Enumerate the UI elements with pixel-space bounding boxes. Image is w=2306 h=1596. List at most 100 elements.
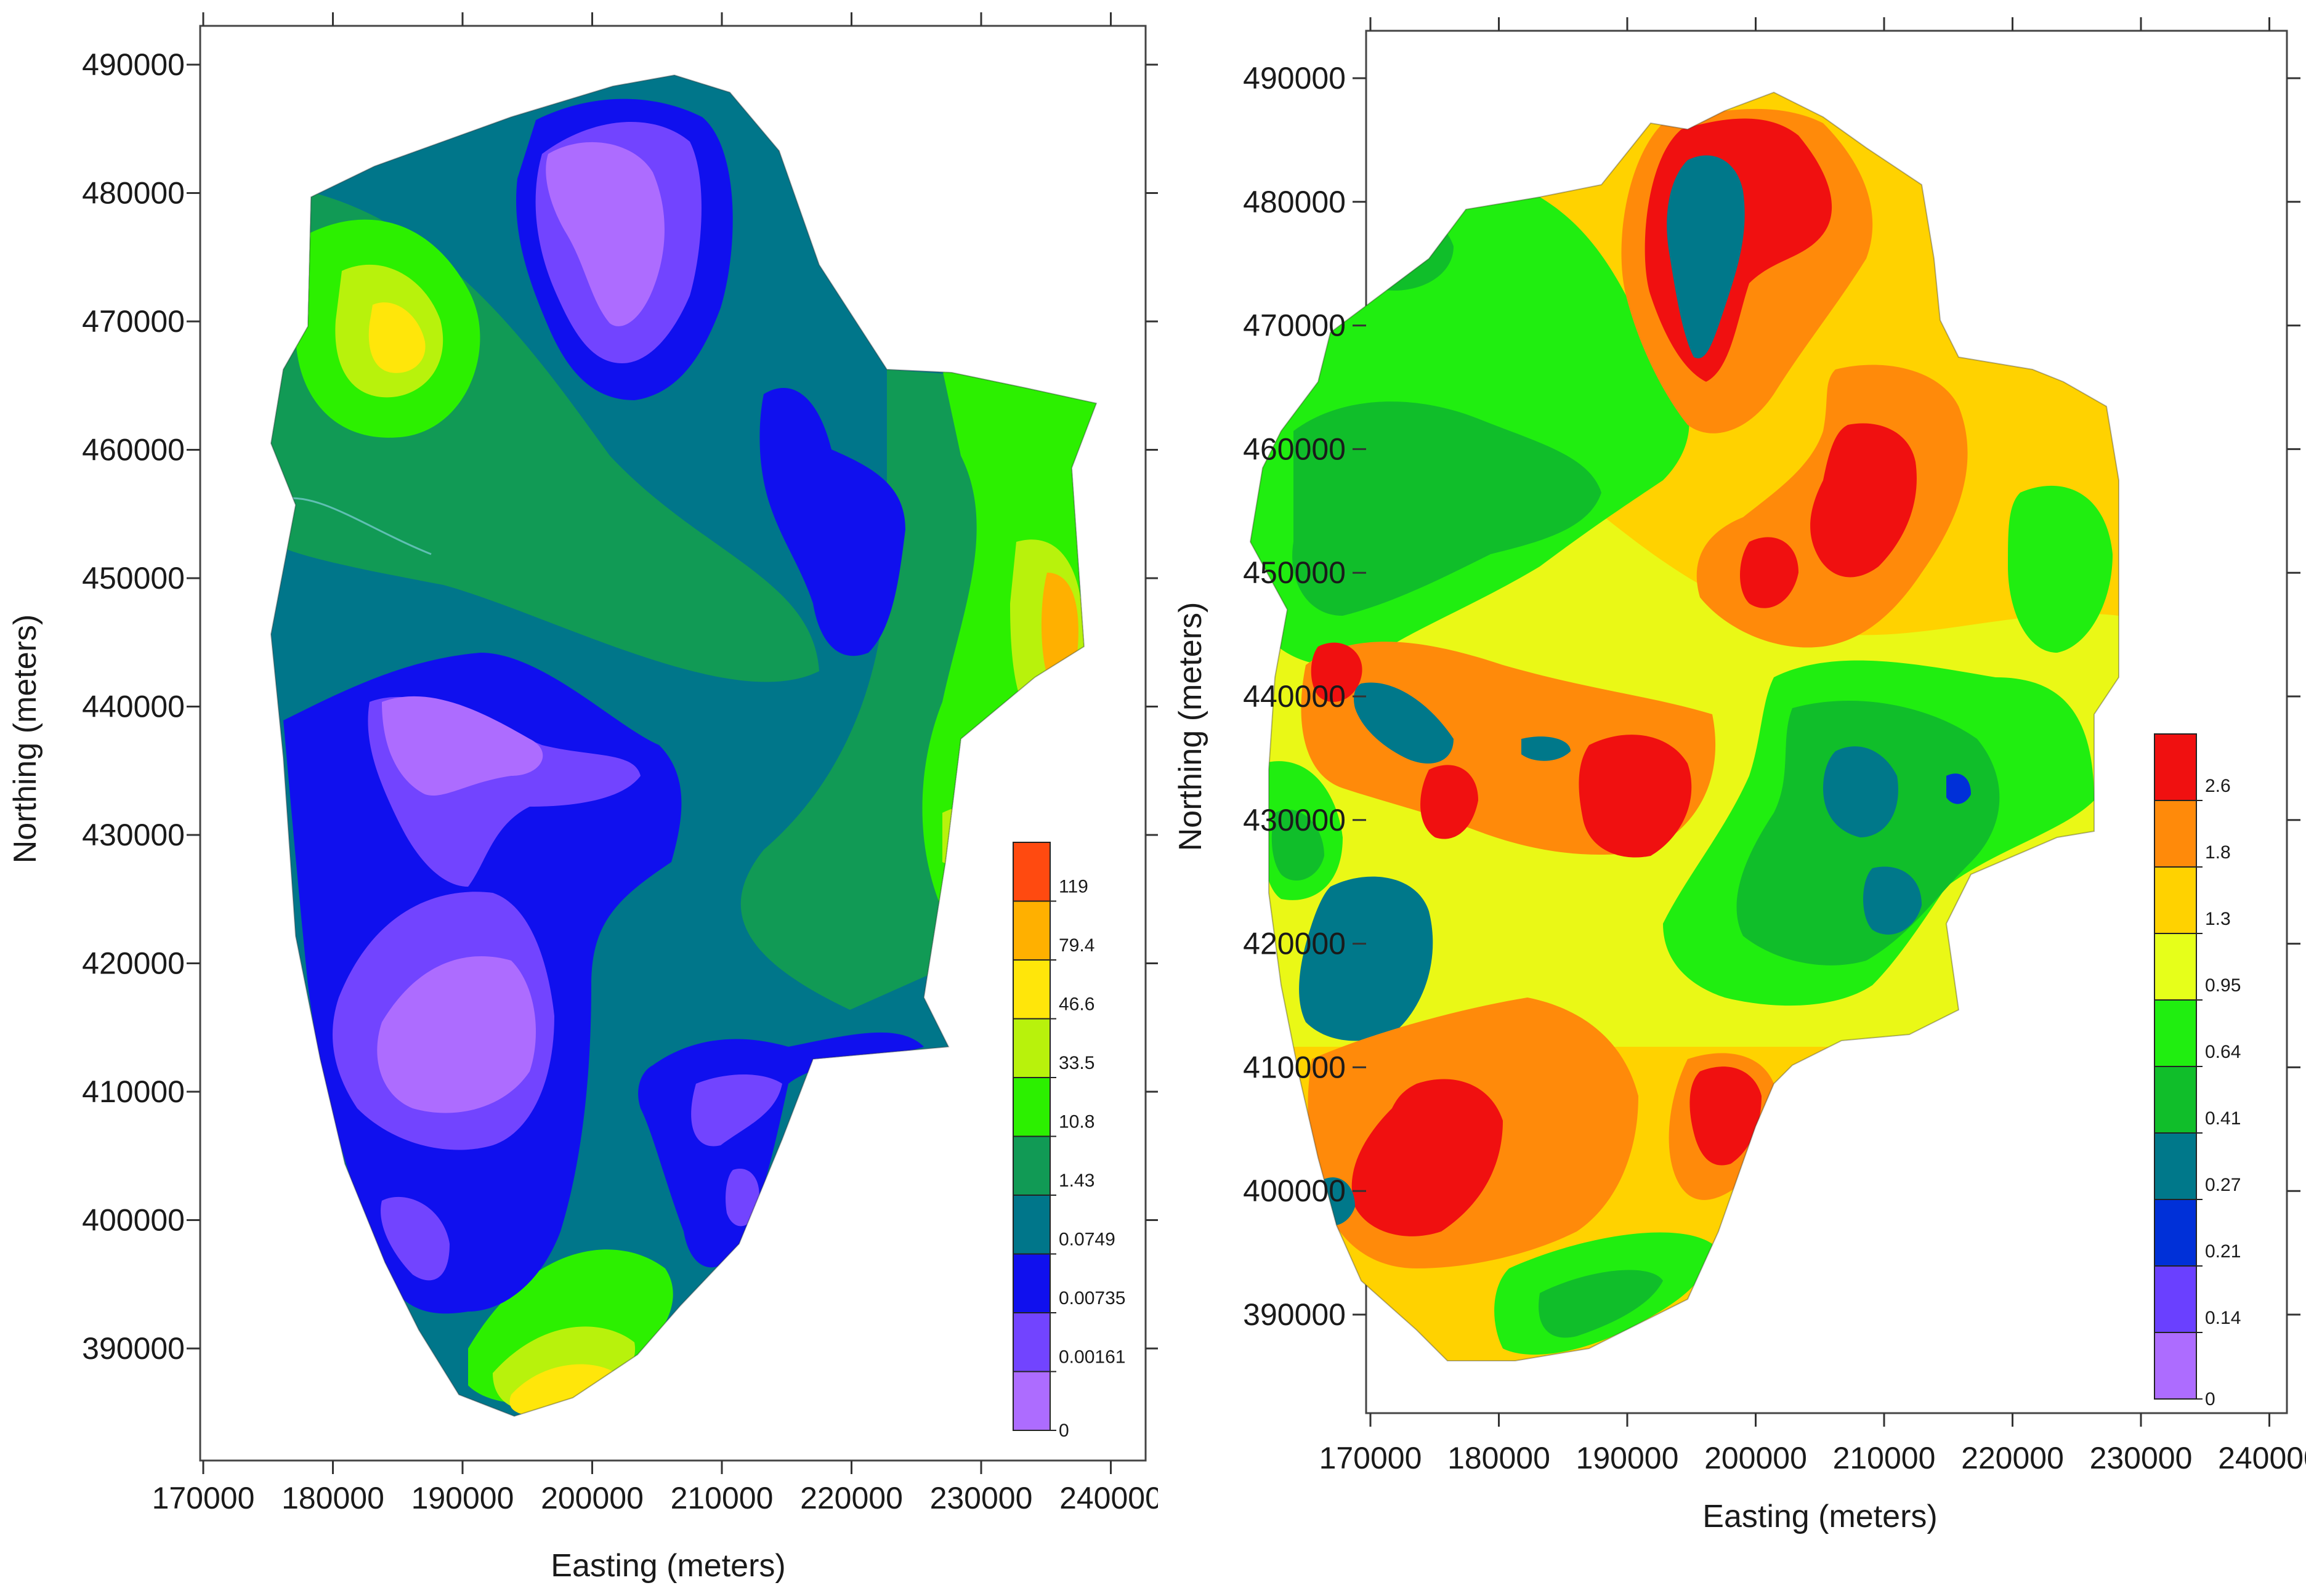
y-tick-label: 450000 (1243, 555, 1346, 590)
legend-swatch (1013, 1253, 1051, 1313)
legend-swatch (1013, 900, 1051, 961)
legend: 119 79.4 46.6 33.5 10.8 1.43 0.0749 0.00735 0.00… (1013, 842, 1125, 1441)
legend-label: 0.00735 (1059, 1288, 1125, 1308)
contour-red-sw (1351, 1079, 1503, 1236)
x-tick-label: 180000 (281, 1481, 384, 1515)
contour-boundary-teal (283, 497, 432, 555)
legend-swatch (1013, 1135, 1051, 1196)
map-contours (271, 75, 1096, 1416)
contour-teal-east2 (1863, 866, 1922, 935)
map-panel-right: 170000 180000 190000 200000 210000 220000 2300… (1158, 0, 2306, 1593)
y-tick-label: 430000 (82, 818, 185, 852)
legend-label: 79.4 (1059, 935, 1094, 956)
legend-label: 0.95 (2205, 975, 2241, 996)
x-tick-label: 190000 (411, 1481, 514, 1515)
contour-red-ne2 (1740, 537, 1798, 608)
legend-swatch (2154, 733, 2197, 801)
x-tick-label: 210000 (671, 1481, 774, 1515)
y-axis: 390000 400000 410000 420000 430000 440000 4500… (82, 47, 1159, 1366)
y-tick-label: 420000 (1243, 927, 1346, 961)
x-tick-label: 170000 (152, 1481, 255, 1515)
contour-red-se (1689, 1066, 1762, 1166)
y-axis: 390000 400000 410000 420000 430000 440000 4500… (1243, 61, 2300, 1332)
contour-red-center2 (1420, 765, 1478, 839)
map-left-svg: 170000 180000 190000 200000 210000 220000 2300… (7, 12, 1162, 1584)
contour-dkgreen-south (1539, 1270, 1663, 1338)
y-tick-label: 390000 (82, 1331, 185, 1366)
legend-swatch (2154, 1066, 2197, 1134)
legend-label: 119 (1059, 877, 1088, 897)
legend-swatch (2154, 1132, 2197, 1200)
y-tick-label: 450000 (82, 561, 185, 595)
legend-label: 10.8 (1059, 1112, 1094, 1132)
y-axis-title: Northing (meters) (7, 615, 43, 864)
contour-purple-west-upper (382, 696, 543, 796)
y-tick-label: 440000 (82, 690, 185, 724)
legend-swatch (1013, 1077, 1051, 1137)
x-tick-label: 200000 (1704, 1441, 1807, 1475)
contour-violet-sw (381, 1196, 450, 1281)
x-tick-label: 210000 (1833, 1441, 1936, 1475)
y-tick-label: 460000 (1243, 432, 1346, 466)
y-tick-label: 420000 (82, 946, 185, 981)
x-tick-label: 190000 (1576, 1441, 1679, 1475)
x-tick-label: 230000 (2090, 1441, 2193, 1475)
y-tick-label: 410000 (82, 1074, 185, 1109)
y-tick-label: 470000 (82, 304, 185, 339)
y-tick-label: 400000 (82, 1203, 185, 1238)
legend-swatch (2154, 1265, 2197, 1333)
legend-swatch (1013, 959, 1051, 1020)
contour-blue-east (759, 388, 905, 656)
x-tick-label: 230000 (930, 1481, 1033, 1515)
legend-label: 33.5 (1059, 1053, 1094, 1073)
legend-swatch (1013, 1371, 1051, 1431)
legend-label: 0.41 (2205, 1108, 2241, 1129)
legend-label: 1.3 (2205, 909, 2231, 929)
y-tick-label: 480000 (1243, 185, 1346, 219)
legend-label: 46.6 (1059, 994, 1094, 1015)
legend-label: 0.21 (2205, 1241, 2241, 1262)
contour-blue-east (1946, 773, 1971, 804)
contour-dkgreen-west (1271, 809, 1324, 881)
contour-red-center (1579, 735, 1692, 858)
x-tick-label: 200000 (541, 1481, 644, 1515)
contour-red-center3 (1311, 642, 1362, 702)
x-tick-label: 170000 (1319, 1441, 1422, 1475)
legend-label: 1.43 (1059, 1171, 1094, 1191)
y-tick-label: 410000 (1243, 1050, 1346, 1084)
contour-purple-west (377, 956, 536, 1113)
contour-teal-center (1354, 682, 1454, 764)
legend-label: 0.64 (2205, 1042, 2241, 1062)
contour-teal-center2 (1521, 736, 1571, 761)
legend-label: 0 (1059, 1421, 1069, 1441)
contour-red-ne (1810, 423, 1917, 578)
legend-swatch (2154, 800, 2197, 868)
contour-teal-east (1823, 746, 1898, 837)
contour-yellow-west (368, 302, 426, 373)
legend-label: 2.6 (2205, 776, 2231, 796)
legend-swatch (1013, 1312, 1051, 1372)
legend: 2.6 1.8 1.3 0.95 0.64 0.41 0.27 0.21 0.14 0 (2154, 733, 2241, 1409)
contour-green-ne (2008, 485, 2113, 653)
y-tick-label: 390000 (1243, 1297, 1346, 1332)
x-axis-title: Easting (meters) (551, 1548, 785, 1584)
contour-teal-north (1667, 155, 1745, 358)
legend-label: 1.8 (2205, 842, 2231, 863)
map-panel-left: 170000 180000 190000 200000 210000 220000 2300… (7, 12, 1162, 1584)
y-tick-label: 480000 (82, 176, 185, 211)
legend-label: 0 (2205, 1389, 2215, 1409)
contour-purple-north (546, 142, 665, 326)
legend-label: 0.27 (2205, 1175, 2241, 1195)
contour-dkgreen-nw (1292, 401, 1601, 616)
y-tick-label: 470000 (1243, 308, 1346, 343)
legend-swatch (1013, 1018, 1051, 1078)
y-tick-label: 490000 (1243, 61, 1346, 95)
map-outline (270, 74, 1098, 1417)
y-tick-label: 430000 (1243, 803, 1346, 837)
map-right-svg: 170000 180000 190000 200000 210000 220000 2300… (1173, 17, 2306, 1534)
x-tick-label: 220000 (1961, 1441, 2064, 1475)
x-tick-label: 240000 (1059, 1481, 1158, 1515)
x-axis-title: Easting (meters) (1702, 1499, 1937, 1534)
contour-teal-west (1299, 876, 1433, 1041)
x-axis: 170000 180000 190000 200000 210000 220000 2300… (1319, 17, 2306, 1475)
